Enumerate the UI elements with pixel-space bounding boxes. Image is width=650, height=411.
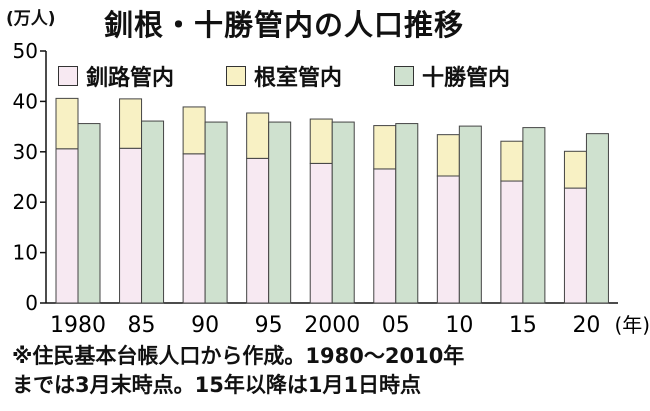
legend-item-tokachi: 十勝管内 (394, 60, 510, 92)
bar-nemuro (373, 125, 397, 170)
x-tick-label: 15 (509, 313, 537, 338)
bar-kushiro (500, 180, 524, 304)
legend-item-nemuro: 根室管内 (226, 60, 342, 92)
x-tick-label: 20 (572, 313, 600, 338)
x-tick-label: 2000 (304, 313, 360, 338)
legend: 釧路管内 根室管内 十勝管内 (58, 60, 510, 92)
legend-swatch-tokachi (394, 66, 415, 86)
bar-tokachi (204, 121, 228, 304)
bar-tokachi (522, 127, 546, 304)
bar-tokachi (458, 125, 482, 304)
footnote-line-1: ※住民基本台帳人口から作成。1980〜2010年 (12, 344, 465, 368)
y-tick-label: 10 (13, 241, 38, 265)
bar-kushiro (436, 175, 460, 304)
legend-label-nemuro: 根室管内 (254, 66, 343, 91)
bar-nemuro (500, 140, 524, 182)
y-tick-label: 50 (13, 39, 38, 63)
bar-tokachi (331, 121, 355, 304)
y-tick-label: 0 (25, 291, 38, 315)
y-tick-label: 30 (13, 140, 38, 164)
bar-kushiro (55, 148, 79, 304)
x-tick-label: 1980 (50, 313, 106, 338)
bar-kushiro (309, 162, 333, 304)
x-tick-label: 95 (255, 313, 283, 338)
x-tick-label: 85 (128, 313, 156, 338)
legend-swatch-kushiro (58, 66, 78, 86)
bar-nemuro (309, 118, 333, 164)
x-tick-label: 10 (445, 313, 473, 338)
footnote: ※住民基本台帳人口から作成。1980〜2010年 までは3月末時点。15年以降は… (12, 342, 464, 400)
bar-tokachi (585, 133, 609, 304)
bar-nemuro (55, 97, 79, 150)
x-axis-unit-label: (年) (614, 313, 650, 337)
bar-nemuro (563, 150, 587, 189)
bar-kushiro (246, 157, 270, 304)
bar-nemuro (436, 134, 460, 177)
footnote-line-2: までは3月末時点。15年以降は1月1日時点 (12, 373, 422, 397)
bar-kushiro (119, 147, 143, 304)
bar-nemuro (119, 98, 143, 149)
bar-kushiro (373, 168, 397, 304)
bar-kushiro (182, 153, 206, 304)
chart-title: 釧根・十勝管内の人口推移 (104, 8, 465, 42)
x-tick-label: 05 (382, 313, 410, 338)
bar-kushiro (563, 187, 587, 304)
legend-label-kushiro: 釧路管内 (86, 66, 175, 91)
bar-nemuro (182, 106, 206, 155)
legend-item-kushiro: 釧路管内 (58, 60, 174, 92)
bar-tokachi (77, 123, 101, 304)
legend-swatch-nemuro (226, 66, 247, 86)
bar-nemuro (246, 112, 270, 159)
y-tick-label: 20 (13, 190, 38, 214)
legend-label-tokachi: 十勝管内 (422, 66, 511, 91)
y-axis-unit: (万人) (6, 9, 56, 29)
bar-tokachi (268, 121, 292, 304)
bar-tokachi (141, 120, 165, 304)
y-tick-label: 40 (13, 89, 38, 113)
bar-tokachi (395, 123, 419, 304)
x-tick-label: 90 (191, 313, 219, 338)
